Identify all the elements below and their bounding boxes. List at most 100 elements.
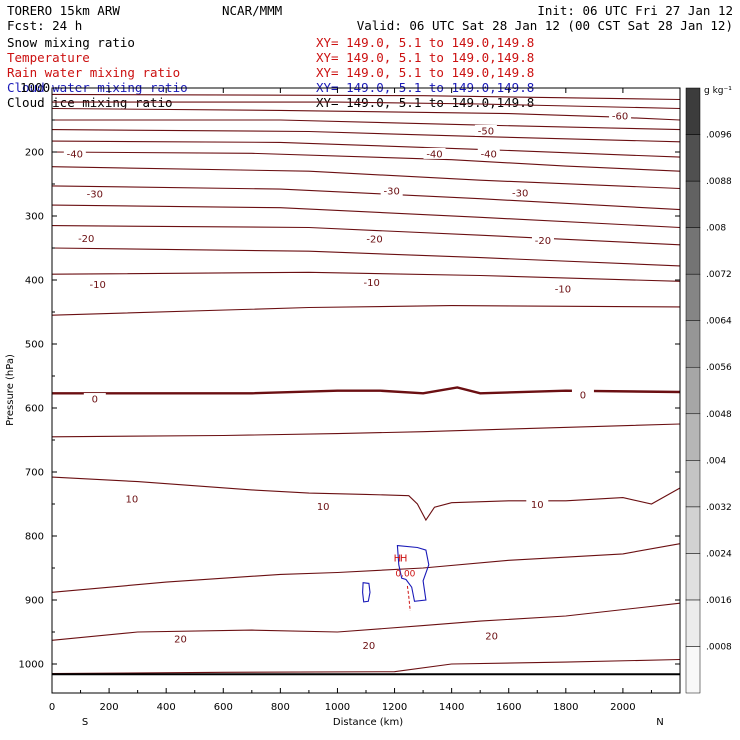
y-tick-label: 200	[25, 148, 44, 159]
contour-label: 0	[580, 391, 586, 402]
y-tick-label: 600	[25, 404, 44, 415]
colorbar-label: .0096	[706, 131, 732, 141]
colorbar-label: .0048	[706, 410, 732, 420]
contour-label: -20	[366, 235, 382, 246]
x-axis: 0 200 400 600 800 1000 1200 1400 1600 1800 2000	[49, 88, 652, 713]
rain-max-marker: H	[400, 554, 408, 565]
isotherm-20	[51, 602, 681, 641]
isotherm-0	[52, 386, 681, 395]
contour-label: -10	[90, 280, 106, 291]
field-snow-xy: XY= 149.0, 5.1 to 149.0,149.8	[316, 35, 534, 50]
contour-label: -40	[426, 149, 442, 160]
isotherm-m70	[51, 93, 681, 101]
isotherm-m5	[51, 305, 681, 316]
colorbar-swatch	[685, 227, 701, 275]
y-tick-label: 400	[25, 276, 44, 287]
colorbar-swatch	[685, 553, 701, 601]
contour-label: -10	[555, 284, 571, 295]
contour-label-bg	[86, 278, 109, 290]
isotherm-m45	[51, 140, 681, 158]
x-tick-label: 1200	[382, 702, 407, 713]
x-axis-title: Distance (km)	[333, 717, 403, 728]
plot-area: -60 -50 -40 -40 -40 -30 -30 -30 -20 -20 -20 -10 -10 -…	[51, 93, 681, 676]
contour-label: 20	[174, 635, 187, 646]
field-rain-xy: XY= 149.0, 5.1 to 149.0,149.8	[316, 65, 534, 80]
colorbar-swatch	[685, 134, 701, 182]
contour-label-bg	[83, 188, 106, 200]
contour-label: 0	[92, 395, 98, 406]
cloud-water-main	[396, 544, 430, 602]
contour-label-bg	[83, 393, 106, 405]
x-tick-label: 600	[214, 702, 233, 713]
isotherm-m30	[51, 185, 681, 211]
colorbar-label: .0088	[706, 177, 732, 187]
colorbar-label: .0032	[706, 503, 732, 513]
colorbar-swatch	[685, 460, 701, 508]
x-tick-label: 2000	[610, 702, 635, 713]
colorbar-label: .0008	[706, 642, 732, 652]
colorbar-swatch	[685, 646, 701, 694]
contour-label-bg	[480, 629, 503, 641]
colorbar-swatch	[685, 599, 701, 647]
colorbar: .0096 .0088 .008 .0072 .0064 .0056 .0048 .004 .0…	[685, 87, 732, 694]
isotherm-15	[51, 543, 681, 593]
x-tick-label: 800	[271, 702, 290, 713]
contour-label-bg	[423, 147, 446, 159]
y-tick-label: 300	[25, 212, 44, 223]
contour-label-bg	[312, 500, 335, 512]
isotherm-m15	[51, 247, 681, 267]
org-label: NCAR/MMM	[222, 3, 282, 18]
contour-label-bg	[63, 147, 86, 159]
contour-label-bg	[509, 186, 532, 198]
contour-label: 20	[362, 641, 375, 652]
south-label: S	[82, 717, 88, 728]
field-rain: Rain water mixing ratio	[7, 65, 180, 80]
contour-label-bg	[531, 234, 554, 246]
field-cloud-ice-xy: XY= 149.0, 5.1 to 149.0,149.8	[316, 95, 534, 110]
forecast-hour: Fcst: 24 h	[7, 18, 82, 33]
contour-label-bg	[551, 282, 574, 294]
colorbar-swatch	[685, 413, 701, 461]
colorbar-label: .008	[706, 224, 726, 234]
isotherm-m35	[51, 166, 681, 190]
x-tick-label: 1600	[496, 702, 521, 713]
isotherm-m10	[51, 271, 681, 282]
overlay-1000-tick: 1000	[20, 80, 50, 95]
model-title: TORERO 15km ARW	[7, 3, 120, 18]
x-tick-label: 1000	[325, 702, 350, 713]
contour-label: -20	[535, 236, 551, 247]
contour-label: 10	[317, 502, 330, 513]
y-axis-title: Pressure (hPa)	[5, 354, 16, 426]
contour-label-bg	[169, 633, 192, 645]
contour-label: -30	[384, 187, 400, 198]
isotherm-m20	[51, 225, 681, 246]
contour-label: -10	[364, 278, 380, 289]
colorbar-label: .0024	[706, 549, 732, 559]
x-tick-label: 1800	[553, 702, 578, 713]
isotherm-m60	[51, 107, 681, 121]
valid-time: Valid: 06 UTC Sat 28 Jan 12 (00 CST Sat …	[357, 18, 733, 33]
colorbar-swatch	[685, 320, 701, 368]
rain-value-label: 0.00	[395, 569, 415, 579]
contour-label: -50	[478, 126, 494, 137]
isotherm-m55	[52, 119, 681, 131]
contour-label: -30	[87, 190, 103, 201]
contour-label: -60	[612, 112, 628, 123]
rain-max-marker: H	[394, 554, 402, 565]
north-label: N	[656, 717, 663, 728]
colorbar-label: .0056	[706, 363, 732, 373]
y-tick-label: 700	[25, 468, 44, 479]
isotherm-m65	[52, 101, 681, 110]
colorbar-label: .0016	[706, 596, 732, 606]
colorbar-swatch	[685, 180, 701, 228]
isotherm-5	[51, 423, 681, 438]
contour-label: -40	[481, 149, 497, 160]
field-snow: Snow mixing ratio	[7, 35, 135, 50]
contour-label: 10	[531, 500, 544, 511]
contour-label: -20	[78, 234, 94, 245]
isotherm-m40	[51, 151, 681, 172]
field-temperature: Temperature	[7, 50, 90, 65]
isotherm-m50	[51, 129, 681, 143]
colorbar-label: .004	[706, 456, 726, 466]
